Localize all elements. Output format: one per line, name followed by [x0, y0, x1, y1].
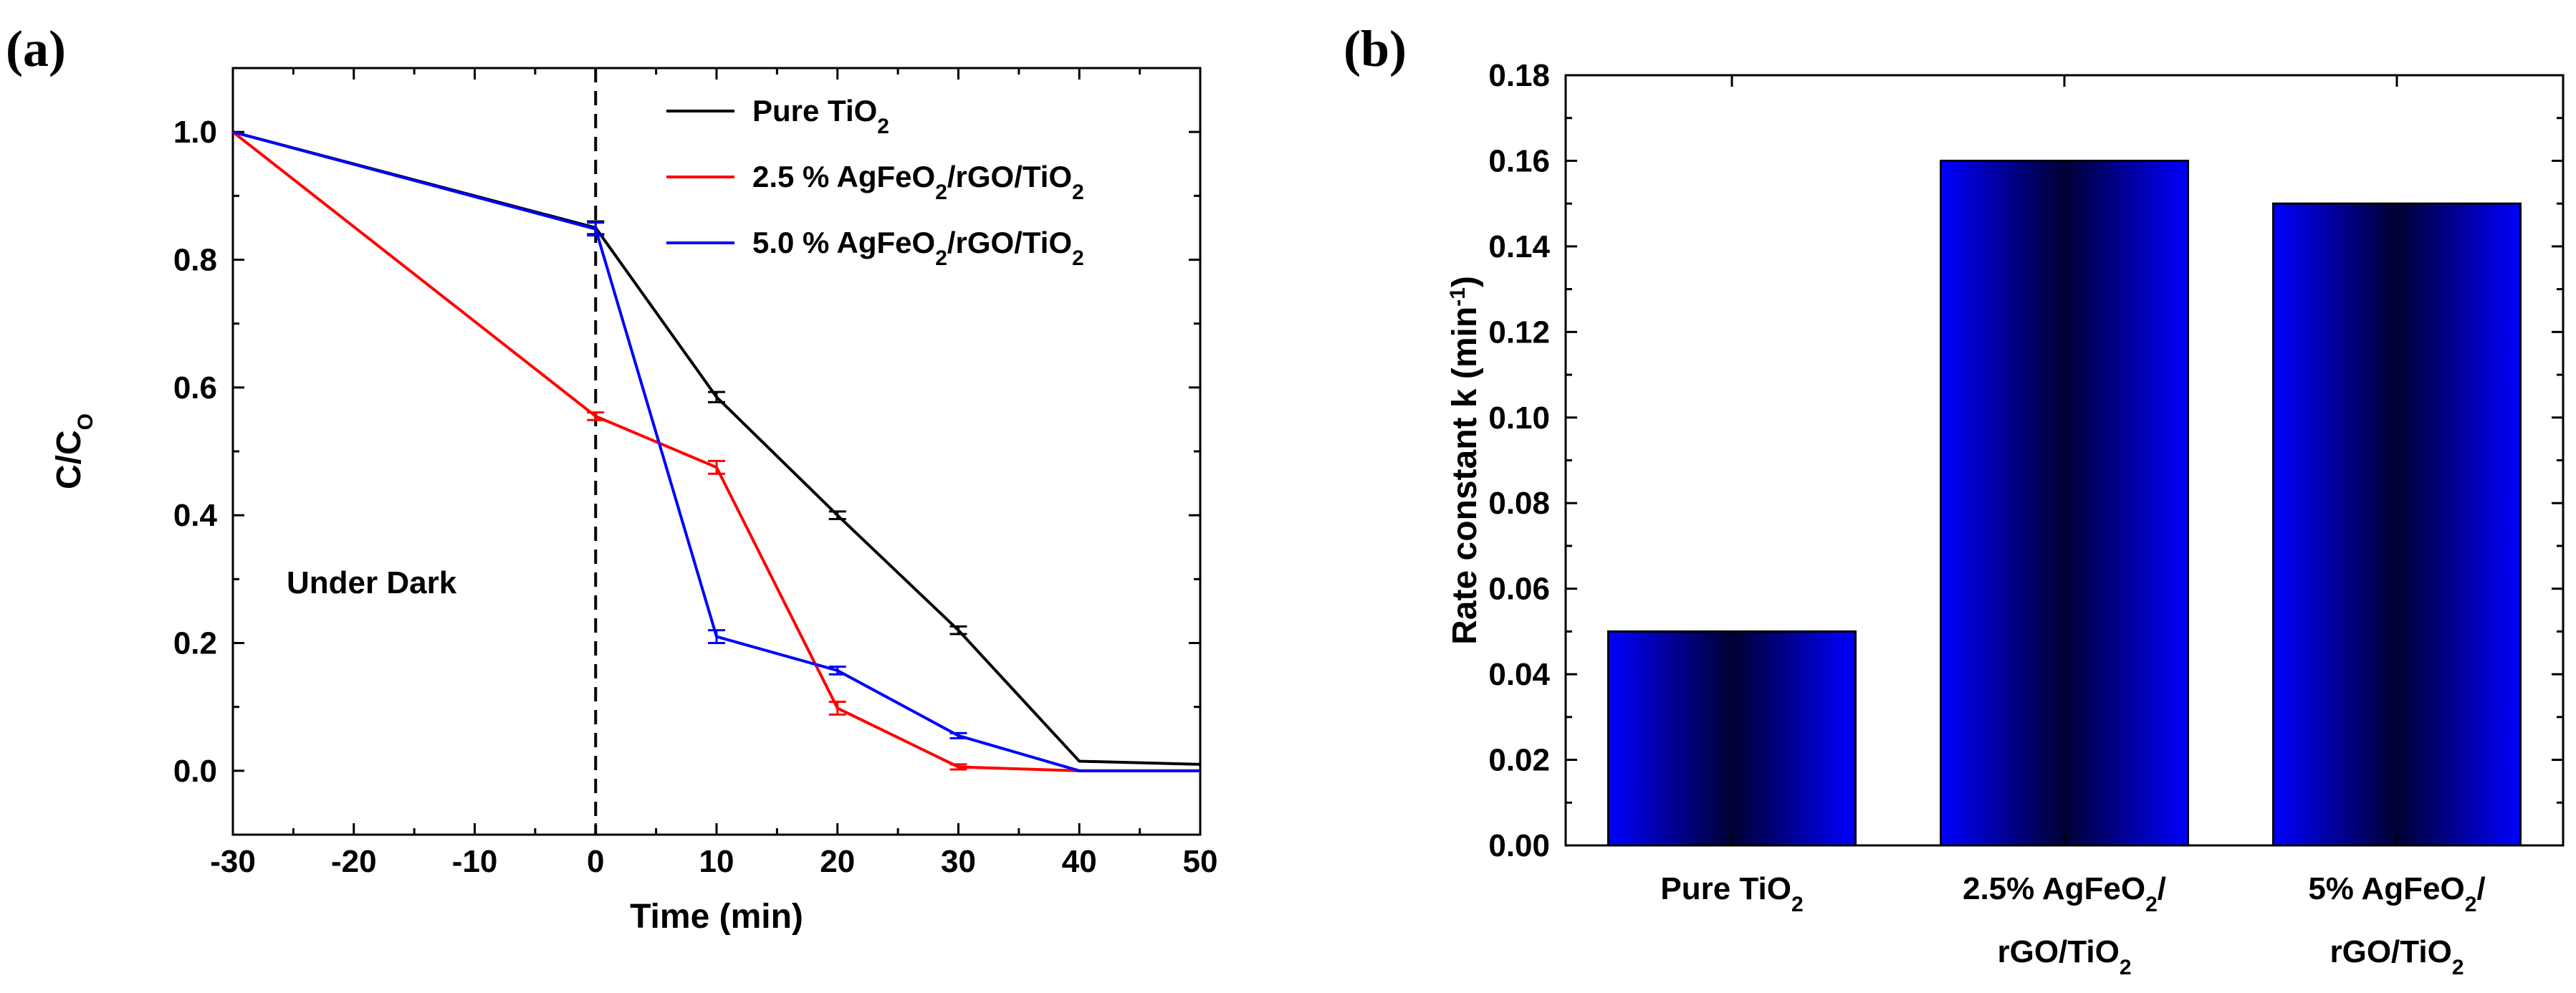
x-tick-label: -20: [331, 844, 377, 879]
bar: [1607, 630, 1857, 847]
x-tick-label: -30: [210, 844, 256, 879]
y-tick-label: 0.08: [1488, 486, 1550, 521]
y-axis-title: C/CO: [50, 413, 97, 489]
legend-label-1: Pure TiO2: [752, 94, 889, 138]
y-tick-label: 1.0: [173, 115, 217, 150]
panel-label-b: (b): [1344, 20, 1407, 77]
bar: [2272, 202, 2522, 847]
x-tick-label: 0: [587, 844, 604, 879]
panel-label-a: (a): [6, 20, 66, 77]
x-tick-label: 10: [699, 844, 734, 879]
y-tick-label: 0.16: [1488, 143, 1550, 178]
y-tick-label: 0.0: [173, 754, 217, 789]
y-tick-label: 0.8: [173, 243, 217, 278]
bar: [1940, 159, 2189, 847]
y-tick-label: 0.00: [1488, 828, 1550, 863]
panel-b-bar-chart: (b) 0.00 0.02 0.04 0.06 0.08 0.10 0.12 0.14 0.16 0…: [1344, 20, 2565, 979]
y-tick-label: 0.10: [1488, 400, 1550, 436]
legend-label-2: 2.5 % AgFeO2/rGO/TiO2: [752, 160, 1084, 204]
y-axis-title: Rate constant k (min-1): [1446, 276, 1485, 645]
x-tick-label: Pure TiO2: [1660, 871, 1803, 916]
panel-a-line-chart: (a) -30 -20 -10 0 10 20 30 40 50 0.0 0.2 0.4 0.6 0.8 1.…: [6, 20, 1217, 936]
y-tick-label: 0.14: [1488, 229, 1550, 264]
legend-label-3: 5.0 % AgFeO2/rGO/TiO2: [752, 226, 1084, 270]
x-tick-label: rGO/TiO2: [2330, 934, 2464, 979]
x-tick-label: 30: [941, 844, 976, 879]
under-dark-label: Under Dark: [287, 565, 457, 600]
y-tick-label: 0.4: [173, 498, 218, 533]
y-tick-label: 0.6: [173, 370, 217, 406]
x-tick-label: 2.5% AgFeO2/: [1963, 871, 2166, 916]
x-tick-label: 40: [1062, 844, 1097, 879]
y-tick-label: 0.12: [1488, 315, 1550, 350]
y-tick-label: 0.06: [1488, 572, 1550, 607]
y-tick-label: 0.04: [1488, 657, 1550, 692]
y-tick-label: 0.02: [1488, 743, 1550, 778]
x-axis-title: Time (min): [630, 898, 803, 936]
x-tick-label: 5% AgFeO2/: [2308, 871, 2485, 916]
x-tick-label: 50: [1183, 844, 1218, 879]
y-tick-label: 0.18: [1488, 58, 1550, 93]
y-tick-label: 0.2: [173, 626, 217, 661]
x-tick-label: -10: [452, 844, 498, 879]
x-tick-label: 20: [820, 844, 855, 879]
x-tick-label: rGO/TiO2: [1997, 934, 2131, 979]
